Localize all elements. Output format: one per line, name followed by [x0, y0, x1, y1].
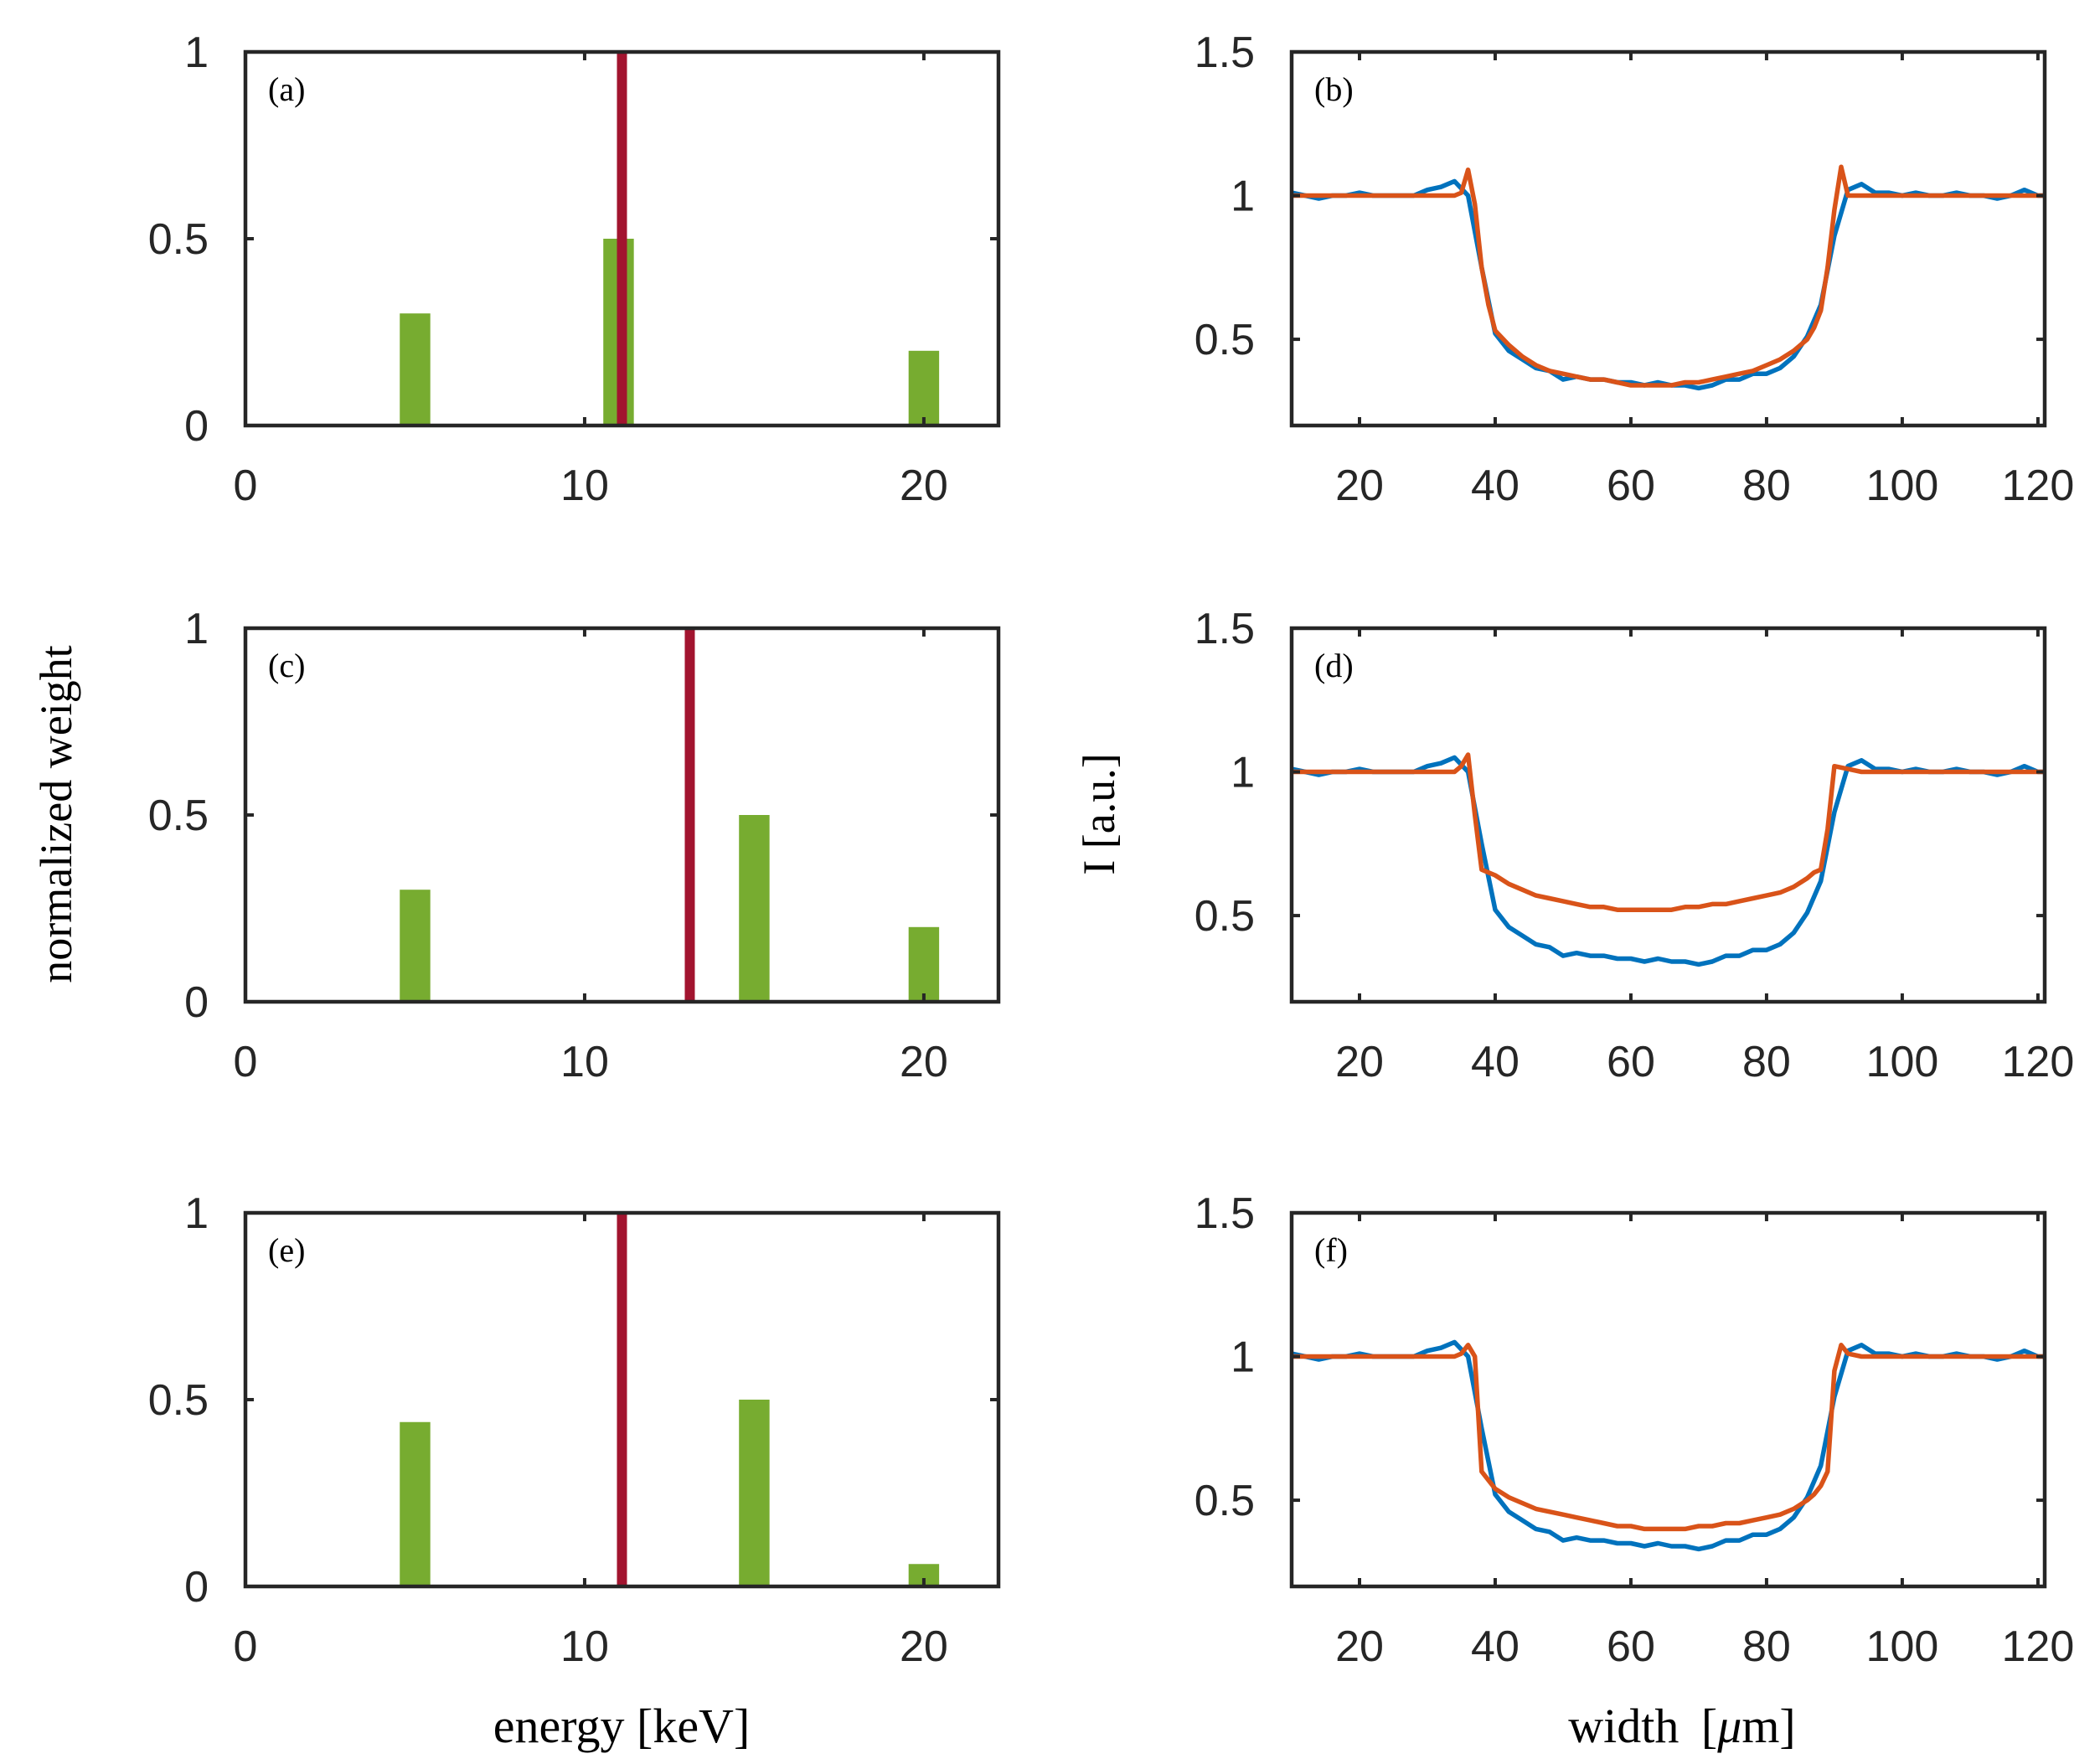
xtick-label-d-0: 20 [1335, 1038, 1384, 1086]
xtick-label-f-4: 100 [1866, 1622, 1939, 1671]
xtick-label-b-2: 60 [1607, 462, 1655, 510]
xtick-label-c-1: 10 [560, 1038, 609, 1086]
xtick-label-e-0: 0 [234, 1622, 258, 1671]
xtick-label-f-3: 80 [1742, 1622, 1791, 1671]
bar-c-2 [908, 926, 940, 1002]
width-xlabel-unit-rest: m] [1741, 1699, 1795, 1753]
xtick-label-b-0: 20 [1335, 462, 1384, 510]
width-xlabel-name: width [1568, 1699, 1679, 1753]
xtick-label-d-3: 80 [1742, 1038, 1791, 1086]
xtick-label-f-1: 40 [1471, 1622, 1520, 1671]
xtick-label-d-1: 40 [1471, 1038, 1520, 1086]
panel-e: 0 10 20 0 0.5 1 (e) [148, 1189, 1001, 1671]
xtick-label-b-5: 120 [2002, 462, 2075, 510]
panel-label-b: (b) [1314, 70, 1354, 108]
energy-xlabel: energy [keV] [493, 1699, 751, 1753]
xtick-label-c-0: 0 [234, 1038, 258, 1086]
ytick-label-b-0: 0.5 [1194, 316, 1255, 364]
panel-label-c: (c) [268, 647, 305, 684]
xtick-label-d-4: 100 [1866, 1038, 1939, 1086]
series-measured-f [1292, 1339, 2045, 1552]
ytick-label-d-1: 1 [1231, 749, 1255, 797]
axes-box-d [1289, 626, 2047, 1004]
panel-a: 0 10 20 0 0.5 1 (a) [148, 28, 1001, 510]
panel-f: 20 40 60 80 100 120 0.5 1 1.5 (f) [1194, 1189, 2075, 1671]
ytick-label-e-2: 1 [184, 1189, 209, 1238]
series-measured-b [1292, 178, 2045, 391]
xtick-label-f-0: 20 [1335, 1622, 1384, 1671]
bar-e-1 [739, 1400, 770, 1586]
axes-box-f [1289, 1210, 2047, 1589]
ytick-label-b-2: 1.5 [1194, 28, 1255, 77]
ytick-label-c-0: 0 [184, 978, 209, 1027]
series-measured-d [1292, 755, 2045, 967]
ytick-label-f-2: 1.5 [1194, 1189, 1255, 1238]
panel-label-d: (d) [1314, 647, 1354, 684]
right-ylabel: I [a.u.] [1074, 753, 1124, 874]
ytick-label-f-1: 1 [1231, 1333, 1255, 1382]
xtick-label-c-2: 20 [900, 1038, 948, 1086]
energy-xlabel-name: energy [493, 1699, 625, 1753]
axes-box-c [243, 626, 1001, 1004]
xtick-label-b-1: 40 [1471, 462, 1520, 510]
panel-d: 20 40 60 80 100 120 0.5 1 1.5 (d) [1194, 605, 2075, 1086]
xtick-label-b-3: 80 [1742, 462, 1791, 510]
series-simulated-d [1292, 752, 2045, 912]
ytick-label-b-1: 1 [1231, 173, 1255, 221]
ytick-label-a-0: 0 [184, 402, 209, 451]
series-simulated-b [1292, 164, 2045, 388]
xtick-label-d-2: 60 [1607, 1038, 1655, 1086]
panel-label-a: (a) [268, 70, 305, 108]
ytick-label-e-0: 0 [184, 1563, 209, 1612]
xtick-label-d-5: 120 [2002, 1038, 2075, 1086]
xtick-label-f-5: 120 [2002, 1622, 2075, 1671]
panel-b: 20 40 60 80 100 120 0.5 1 1.5 (b) [1194, 28, 2075, 510]
xtick-label-a-2: 20 [900, 462, 948, 510]
energy-xlabel-unit: [keV] [637, 1699, 750, 1753]
xtick-label-f-2: 60 [1607, 1622, 1655, 1671]
bar-c-1 [739, 815, 770, 1002]
xtick-label-e-2: 20 [900, 1622, 948, 1671]
ytick-label-a-1: 0.5 [148, 215, 209, 264]
width-xlabel: width [μm] [1568, 1699, 1796, 1753]
series-simulated-f [1292, 1343, 2045, 1532]
xtick-label-a-1: 10 [560, 462, 609, 510]
ytick-label-d-2: 1.5 [1194, 605, 1255, 653]
panel-c: 0 10 20 0 0.5 1 (c) [148, 605, 1001, 1086]
width-xlabel-unit-mu: μ [1716, 1699, 1741, 1753]
ytick-label-c-1: 0.5 [148, 792, 209, 840]
width-xlabel-unit-prefix: [ [1701, 1699, 1717, 1753]
ytick-label-d-0: 0.5 [1194, 892, 1255, 941]
ytick-label-e-1: 0.5 [148, 1376, 209, 1425]
panel-label-f: (f) [1314, 1231, 1348, 1269]
ytick-label-f-0: 0.5 [1194, 1477, 1255, 1525]
xtick-label-b-4: 100 [1866, 462, 1939, 510]
axes-box-b [1289, 49, 2047, 428]
left-ylabel: normalized weight [31, 645, 81, 983]
bar-a-0 [400, 313, 431, 426]
xtick-label-a-0: 0 [234, 462, 258, 510]
panel-label-e: (e) [268, 1231, 305, 1269]
ytick-label-c-2: 1 [184, 605, 209, 653]
xtick-label-e-1: 10 [560, 1622, 609, 1671]
bar-c-0 [400, 890, 431, 1002]
bar-e-0 [400, 1421, 431, 1586]
ytick-label-a-2: 1 [184, 28, 209, 77]
bar-a-2 [908, 350, 940, 426]
